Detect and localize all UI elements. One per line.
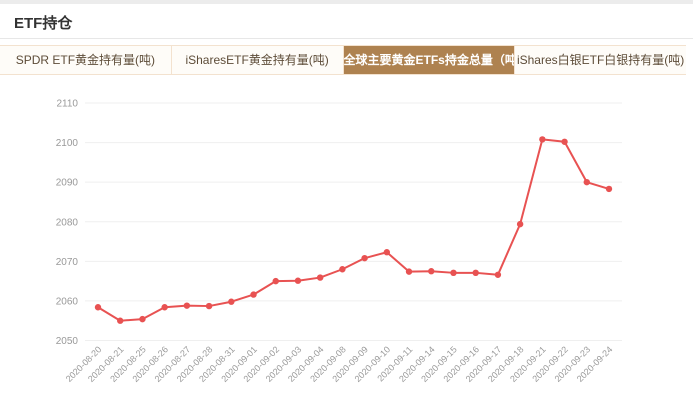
data-point[interactable] — [494, 271, 502, 278]
data-point[interactable] — [183, 302, 191, 309]
y-axis-tick-label: 2100 — [56, 138, 79, 149]
data-point[interactable] — [583, 178, 590, 186]
data-point[interactable] — [139, 315, 146, 323]
data-point[interactable] — [428, 268, 435, 275]
tab-ishares-etf-silver[interactable]: iShares白银ETF白银持有量(吨) — [516, 53, 685, 67]
line-chart[interactable]: 2050 2060 2070 2080 2090 2100 2110 2020-08-20 20… — [0, 70, 693, 406]
data-point[interactable] — [117, 317, 124, 324]
data-point[interactable] — [405, 268, 413, 275]
y-axis-tick-label: 2110 — [56, 99, 78, 110]
data-point[interactable] — [250, 291, 257, 298]
header-divider — [0, 38, 693, 39]
y-axis-tick-label: 2050 — [56, 336, 79, 347]
page-title: ETF持仓 — [14, 15, 73, 32]
y-axis-tick-label: 2080 — [56, 217, 79, 228]
tab-bar: SPDR ETF黄金持有量(吨) iSharesETF黄金持有量(吨) 全球主要黄金… — [0, 45, 686, 75]
data-point[interactable] — [450, 269, 457, 277]
data-point[interactable] — [205, 302, 213, 310]
data-point[interactable] — [561, 138, 568, 145]
chart-canvas[interactable]: 20502060207020802090210021102020-08-2020… — [0, 70, 693, 406]
data-point[interactable] — [294, 277, 302, 284]
data-point[interactable] — [383, 249, 391, 256]
tab-ishares-etf-gold[interactable]: iSharesETF黄金持有量(吨) — [172, 46, 344, 74]
data-point[interactable] — [472, 269, 479, 277]
y-axis-tick-label: 2090 — [56, 178, 79, 189]
data-point[interactable] — [228, 298, 235, 305]
tab-spdr-etf-gold[interactable]: SPDR ETF黄金持有量(吨) — [0, 46, 172, 74]
tab-global-gold-etfs[interactable]: 全球主要黄金ETFs持金总量（吨） — [343, 46, 516, 74]
data-point[interactable] — [539, 136, 546, 143]
data-point[interactable] — [316, 274, 324, 281]
data-point[interactable] — [339, 266, 346, 273]
top-strip — [0, 0, 693, 4]
series-line — [97, 138, 610, 322]
data-point[interactable] — [94, 304, 102, 311]
y-axis-tick-label: 2070 — [56, 257, 79, 268]
data-point[interactable] — [605, 185, 613, 193]
data-point[interactable] — [361, 254, 368, 262]
data-point[interactable] — [272, 277, 279, 285]
data-point[interactable] — [161, 304, 168, 311]
data-point[interactable] — [516, 220, 524, 228]
section-header: ETF持仓 — [0, 4, 693, 38]
y-axis-tick-label: 2060 — [56, 296, 79, 307]
